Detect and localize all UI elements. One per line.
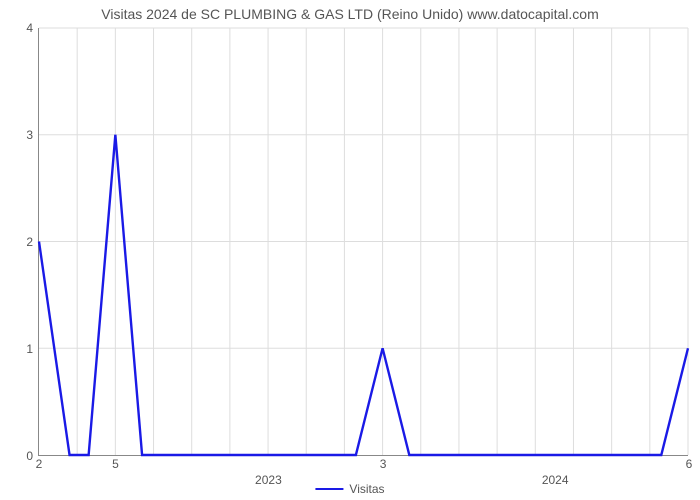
chart-title: Visitas 2024 de SC PLUMBING & GAS LTD (R…: [0, 6, 700, 22]
plot-area: 2536 20232024 01234: [38, 28, 688, 456]
x-axis-labels: 2536: [39, 455, 688, 471]
legend: Visitas: [315, 482, 384, 496]
legend-label: Visitas: [349, 482, 384, 496]
y-tick-label: 1: [26, 342, 33, 356]
x-tick-label-year: 2024: [542, 473, 569, 487]
x-tick-label: 3: [380, 457, 387, 471]
x-tick-label-year: 2023: [255, 473, 282, 487]
y-tick-label: 3: [26, 128, 33, 142]
x-tick-label: 6: [686, 457, 693, 471]
x-tick-label: 5: [112, 457, 119, 471]
chart-svg: [39, 28, 688, 455]
y-tick-label: 0: [26, 449, 33, 463]
x-tick-label: 2: [36, 457, 43, 471]
y-tick-label: 2: [26, 235, 33, 249]
legend-swatch: [315, 488, 343, 490]
visits-chart: Visitas 2024 de SC PLUMBING & GAS LTD (R…: [0, 0, 700, 500]
y-tick-label: 4: [26, 21, 33, 35]
series-line: [39, 135, 688, 455]
